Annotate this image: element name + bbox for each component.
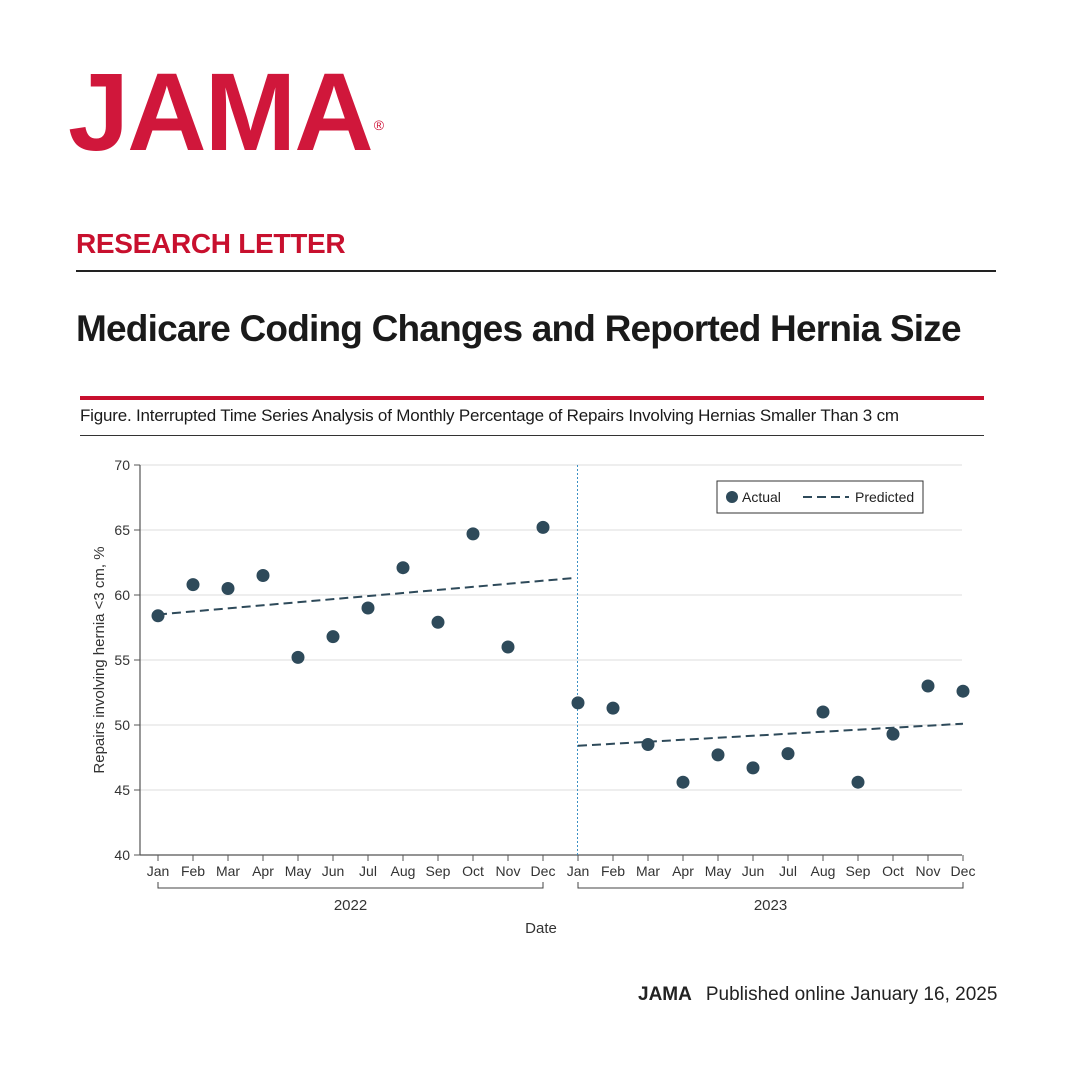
legend-actual-marker — [726, 491, 738, 503]
y-tick-label: 50 — [114, 717, 130, 733]
x-tick-label: Mar — [216, 863, 240, 879]
actual-data-point — [571, 696, 585, 710]
x-tick-label: Nov — [916, 863, 941, 879]
logo-text: JAMA — [68, 51, 374, 174]
x-tick-label: Jan — [147, 863, 170, 879]
actual-data-point — [886, 727, 900, 741]
actual-data-point — [501, 640, 515, 654]
year-bracket — [157, 882, 544, 889]
x-tick-label: Apr — [672, 863, 694, 879]
x-tick-label: Apr — [252, 863, 274, 879]
actual-data-point — [956, 684, 970, 698]
actual-data-point — [466, 527, 480, 541]
year-label: 2022 — [334, 897, 367, 914]
actual-data-point — [361, 601, 375, 615]
figure-title-rule — [80, 435, 984, 436]
x-tick-label: Nov — [496, 863, 521, 879]
y-tick-label: 60 — [114, 587, 130, 603]
x-tick-label: Dec — [951, 863, 976, 879]
actual-data-point — [151, 609, 165, 623]
x-tick-label: Sep — [426, 863, 451, 879]
legend-predicted-label: Predicted — [855, 489, 914, 505]
figure-title: Figure. Interrupted Time Series Analysis… — [80, 406, 899, 425]
y-tick-label: 40 — [114, 847, 130, 863]
year-label: 2023 — [754, 897, 787, 914]
x-tick-label: Jul — [359, 863, 377, 879]
actual-data-point — [326, 630, 340, 644]
actual-data-point — [431, 615, 445, 629]
x-tick-label: May — [705, 863, 731, 879]
actual-data-point — [711, 748, 725, 762]
figure-top-rule — [80, 396, 984, 400]
y-tick-label: 70 — [114, 457, 130, 473]
actual-data-point — [186, 578, 200, 592]
article-type: RESEARCH LETTER — [76, 228, 346, 259]
header-divider — [76, 270, 996, 272]
x-axis-title: Date — [525, 920, 557, 937]
x-tick-label: Aug — [811, 863, 836, 879]
article-title: Medicare Coding Changes and Reported Her… — [76, 308, 962, 349]
jama-logo: JAMA ® — [68, 58, 385, 168]
x-tick-label: Jun — [742, 863, 765, 879]
x-tick-label: Aug — [391, 863, 416, 879]
x-tick-label: Feb — [181, 863, 205, 879]
footer: JAMA Published online January 16, 2025 — [638, 984, 997, 1006]
x-tick-label: Feb — [601, 863, 625, 879]
y-tick-label: 55 — [114, 652, 130, 668]
actual-data-point — [816, 705, 830, 719]
actual-data-point — [256, 569, 270, 582]
y-tick-label: 65 — [114, 522, 130, 538]
actual-data-point — [536, 520, 550, 534]
x-tick-label: Jul — [779, 863, 797, 879]
x-tick-label: Jan — [567, 863, 590, 879]
actual-data-point — [606, 701, 620, 715]
actual-data-point — [676, 775, 690, 789]
x-tick-label: Dec — [531, 863, 556, 879]
y-axis-title: Repairs involving hernia <3 cm, % — [91, 546, 108, 773]
year-bracket — [577, 882, 964, 889]
legend-actual-label: Actual — [742, 489, 781, 505]
y-tick-label: 45 — [114, 782, 130, 798]
actual-data-point — [921, 679, 935, 693]
actual-data-point — [221, 582, 235, 595]
x-tick-label: Sep — [846, 863, 871, 879]
footer-brand: JAMA — [638, 984, 692, 1005]
x-tick-label: May — [285, 863, 311, 879]
x-tick-label: Oct — [882, 863, 904, 879]
actual-data-point — [746, 761, 760, 775]
x-tick-label: Jun — [322, 863, 345, 879]
published-date: Published online January 16, 2025 — [705, 984, 998, 1005]
actual-data-point — [851, 775, 865, 789]
x-tick-label: Mar — [636, 863, 660, 879]
actual-data-point — [641, 738, 655, 751]
actual-data-point — [781, 747, 795, 761]
actual-data-point — [291, 650, 305, 664]
predicted-trend-line — [577, 722, 964, 747]
registered-mark: ® — [373, 117, 385, 133]
actual-data-point — [396, 561, 410, 575]
x-tick-label: Oct — [462, 863, 484, 879]
